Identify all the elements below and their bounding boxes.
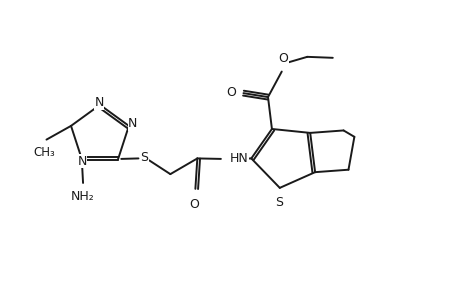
Text: N: N <box>128 117 137 130</box>
Text: N: N <box>77 155 87 168</box>
Text: O: O <box>226 86 236 99</box>
Text: S: S <box>140 151 148 164</box>
Text: O: O <box>278 52 287 65</box>
Text: HN: HN <box>229 152 248 165</box>
Text: O: O <box>189 198 199 211</box>
Text: N: N <box>94 96 103 109</box>
Text: NH₂: NH₂ <box>71 190 95 203</box>
Text: S: S <box>274 196 283 209</box>
Text: CH₃: CH₃ <box>33 146 55 158</box>
